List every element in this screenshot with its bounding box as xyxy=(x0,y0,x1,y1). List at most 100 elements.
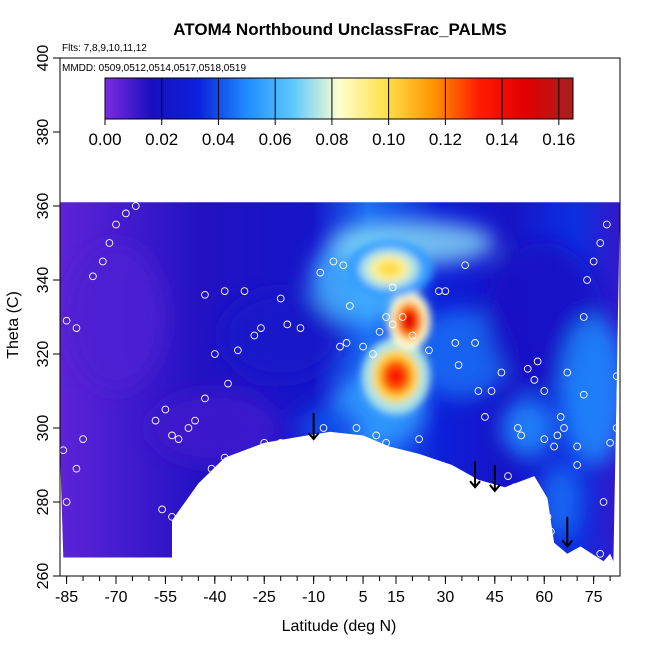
observation-point xyxy=(543,512,552,521)
arrow-head xyxy=(489,484,501,493)
y-tick-label: 260 xyxy=(35,563,52,590)
observation-point xyxy=(112,220,120,229)
observation-point xyxy=(240,287,249,295)
observation-point xyxy=(210,350,219,358)
observation-point xyxy=(250,331,259,340)
observation-point xyxy=(487,387,496,395)
field-region xyxy=(560,317,620,465)
observation-point xyxy=(573,442,582,451)
dates-annotation: MMDD: 0509,0512,0514,0517,0518,0519 xyxy=(62,63,246,74)
y-tick-label: 320 xyxy=(35,341,52,368)
observation-point xyxy=(497,368,506,377)
colorbar-tick-label: 0.06 xyxy=(259,130,292,149)
observation-point xyxy=(579,313,588,321)
x-tick-label: -70 xyxy=(104,589,127,606)
observation-point xyxy=(260,438,269,447)
hotspot xyxy=(377,261,401,277)
observation-point xyxy=(283,320,292,329)
observation-point xyxy=(151,416,160,425)
flights-annotation: Flts: 7,8,9,10,11,12 xyxy=(62,43,147,54)
down-arrow xyxy=(307,413,320,441)
colorbar-tick-label: 0.04 xyxy=(202,130,235,149)
observation-point xyxy=(398,313,407,321)
observation-point xyxy=(514,424,522,432)
observation-point xyxy=(174,435,183,443)
x-tick-label: 30 xyxy=(437,589,455,606)
arrow-markers xyxy=(307,413,574,548)
colorbar-tick-label: 0.02 xyxy=(145,130,178,149)
observation-point xyxy=(122,209,130,218)
x-axis: -85 -70 -55 -40 -25 -10 5 15 30 45 60 75 xyxy=(55,576,611,606)
observation-point xyxy=(201,394,209,403)
colorbar-tick-label: 0.12 xyxy=(429,130,462,149)
hotspot xyxy=(386,365,406,387)
colorbar-tick-label: 0.08 xyxy=(315,130,348,149)
observation-point xyxy=(517,431,526,440)
observation-point xyxy=(481,413,489,421)
arrow-head xyxy=(307,432,320,441)
observation-point xyxy=(415,435,423,443)
observation-points xyxy=(59,202,621,558)
observation-point xyxy=(540,435,549,443)
observation-point xyxy=(207,464,216,473)
x-tick-label: -10 xyxy=(302,589,325,606)
observation-point xyxy=(540,387,549,395)
field-region xyxy=(66,243,166,391)
observation-point xyxy=(131,202,140,210)
observation-point xyxy=(546,546,555,554)
observation-point xyxy=(339,261,348,270)
observation-point xyxy=(62,498,71,506)
observation-point xyxy=(220,453,229,462)
observation-point xyxy=(530,376,539,384)
observation-point xyxy=(316,268,325,277)
x-tick-label: -85 xyxy=(55,589,78,606)
colorbar-tick-label: 0.10 xyxy=(372,130,405,149)
observation-point xyxy=(599,498,608,506)
observation-point xyxy=(168,431,176,440)
observation-point xyxy=(72,464,81,473)
field-region xyxy=(148,391,281,465)
y-tick-label: 400 xyxy=(35,45,52,72)
observation-point xyxy=(158,505,166,514)
observation-point xyxy=(425,346,433,355)
observation-point xyxy=(276,438,285,447)
observation-point xyxy=(388,320,397,329)
observation-point xyxy=(583,276,591,284)
down-arrow xyxy=(469,461,481,489)
observation-point xyxy=(105,239,114,247)
observation-point xyxy=(319,424,328,432)
observation-point xyxy=(596,239,605,247)
y-tick-label: 300 xyxy=(35,415,52,442)
observation-point xyxy=(510,483,519,492)
field-region xyxy=(540,465,581,539)
observation-point xyxy=(589,257,598,266)
observation-point xyxy=(550,442,558,451)
observation-point xyxy=(553,431,562,440)
observation-point xyxy=(201,290,209,299)
observation-point xyxy=(504,472,512,480)
observation-point xyxy=(556,413,565,421)
field-region xyxy=(501,398,555,458)
y-axis: 260 280 300 320 340 360 380 400 xyxy=(35,45,60,590)
observation-point xyxy=(168,512,176,521)
observation-point xyxy=(573,461,582,469)
x-tick-label: 60 xyxy=(535,589,553,606)
observation-point xyxy=(220,287,229,295)
observation-point xyxy=(441,287,450,295)
colorbar-fill xyxy=(104,77,574,120)
y-tick-label: 360 xyxy=(35,193,52,220)
observation-point xyxy=(342,339,351,347)
colorbar-tick-label: 0.16 xyxy=(542,130,575,149)
observation-point xyxy=(579,390,588,399)
observation-point xyxy=(89,272,97,281)
x-tick-label: -40 xyxy=(203,589,226,606)
x-tick-label: -25 xyxy=(253,589,276,606)
x-tick-label: 15 xyxy=(387,589,405,606)
x-tick-label: 5 xyxy=(359,589,368,606)
colorbar-tick-label: 0.14 xyxy=(486,130,519,149)
observation-point xyxy=(474,387,483,395)
arrow-head xyxy=(561,539,574,548)
arrow-head xyxy=(469,480,481,489)
observation-point xyxy=(461,261,470,270)
observation-point xyxy=(454,361,463,369)
